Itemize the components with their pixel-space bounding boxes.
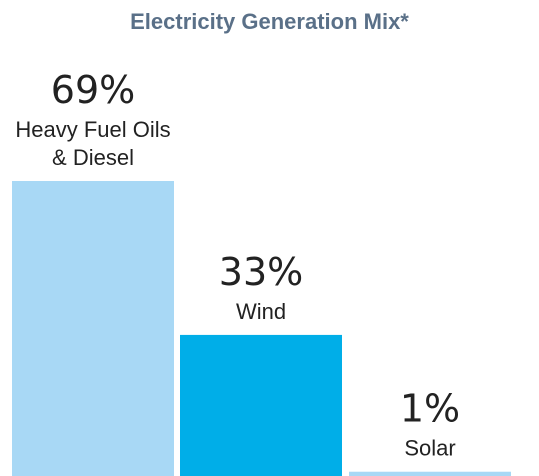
value-label-1: 33% [219, 250, 303, 294]
value-label-0: 69% [51, 68, 135, 112]
bar-2 [349, 471, 511, 476]
category-label-0-0: Heavy Fuel Oils [15, 117, 170, 142]
category-label-1-0: Wind [236, 299, 286, 324]
bars-group: Heavy Fuel Oils & Diesel 69% Wind 33% Solar 1% [12, 68, 511, 476]
bar-1 [180, 334, 342, 476]
category-label-2-0: Solar [404, 436, 455, 461]
category-label-0-1: & Diesel [52, 145, 134, 170]
chart-title: Electricity Generation Mix* [130, 9, 409, 34]
bar-0 [12, 181, 174, 476]
value-label-2: 1% [400, 387, 460, 431]
